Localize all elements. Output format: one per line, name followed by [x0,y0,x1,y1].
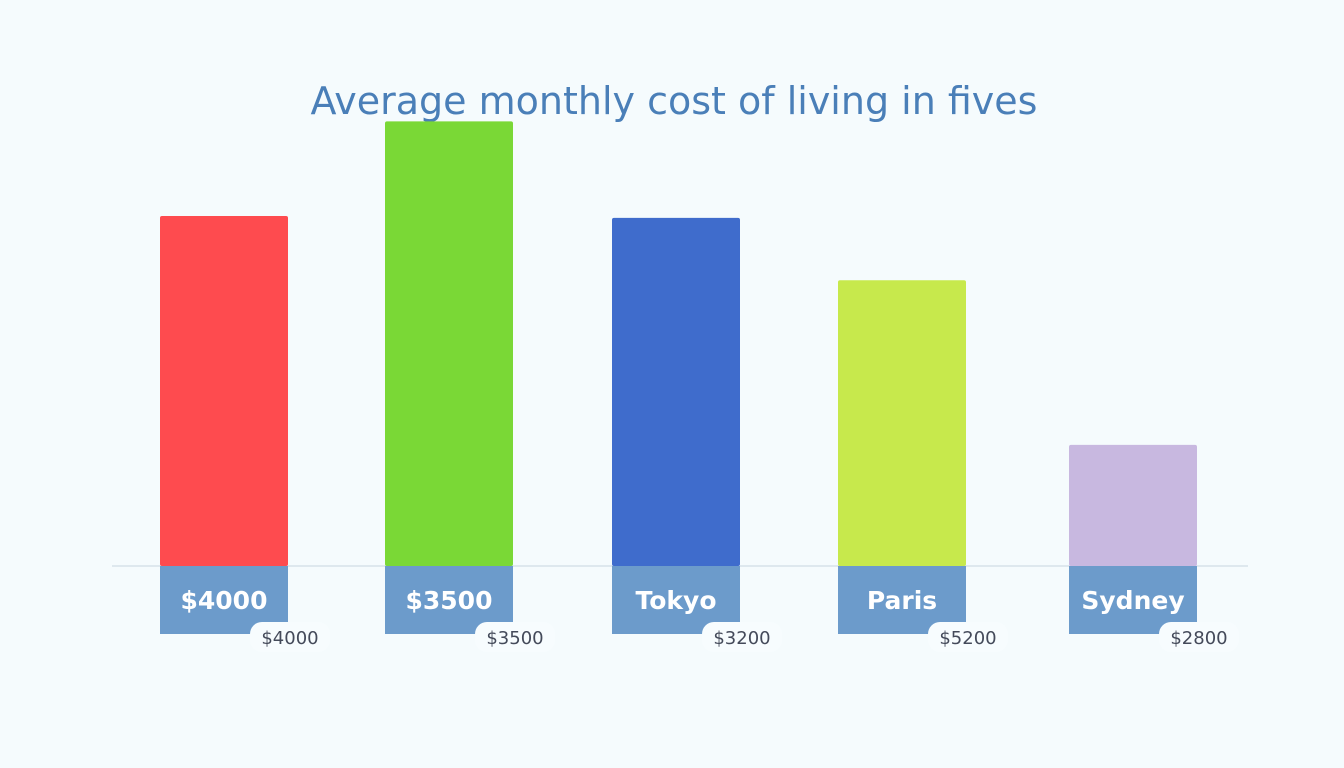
bar-4 [838,280,966,566]
chart-title: Average monthly cost of living in fives [311,79,1038,123]
value-label-tag-5 [1159,622,1239,652]
value-label-4: $5200 [939,628,996,649]
bar-1 [160,215,288,567]
category-label-1: $4000 [181,586,268,615]
bars-layer: $4000 $4000 $3500 $3500 Tokyo $3200 Paris$5200… [160,121,1239,652]
value-label-tag-3 [702,622,782,652]
category-label-5: Sydney [1081,586,1184,615]
value-label-tag-1 [250,622,330,652]
value-label-1: $4000 [261,628,318,649]
bar-3 [612,217,740,566]
value-label-tag-4 [928,622,1008,652]
value-label-3: $3200 [713,628,770,649]
bar-5 [1069,444,1197,566]
value-label-5: $2800 [1170,628,1227,649]
bar-2 [385,121,513,566]
category-label-3: Tokyo [635,586,716,615]
category-label-4: Paris [867,586,937,615]
category-label-2: $3500 [406,586,493,615]
value-label-2: $3500 [486,628,543,649]
value-label-tag-2 [475,622,555,652]
